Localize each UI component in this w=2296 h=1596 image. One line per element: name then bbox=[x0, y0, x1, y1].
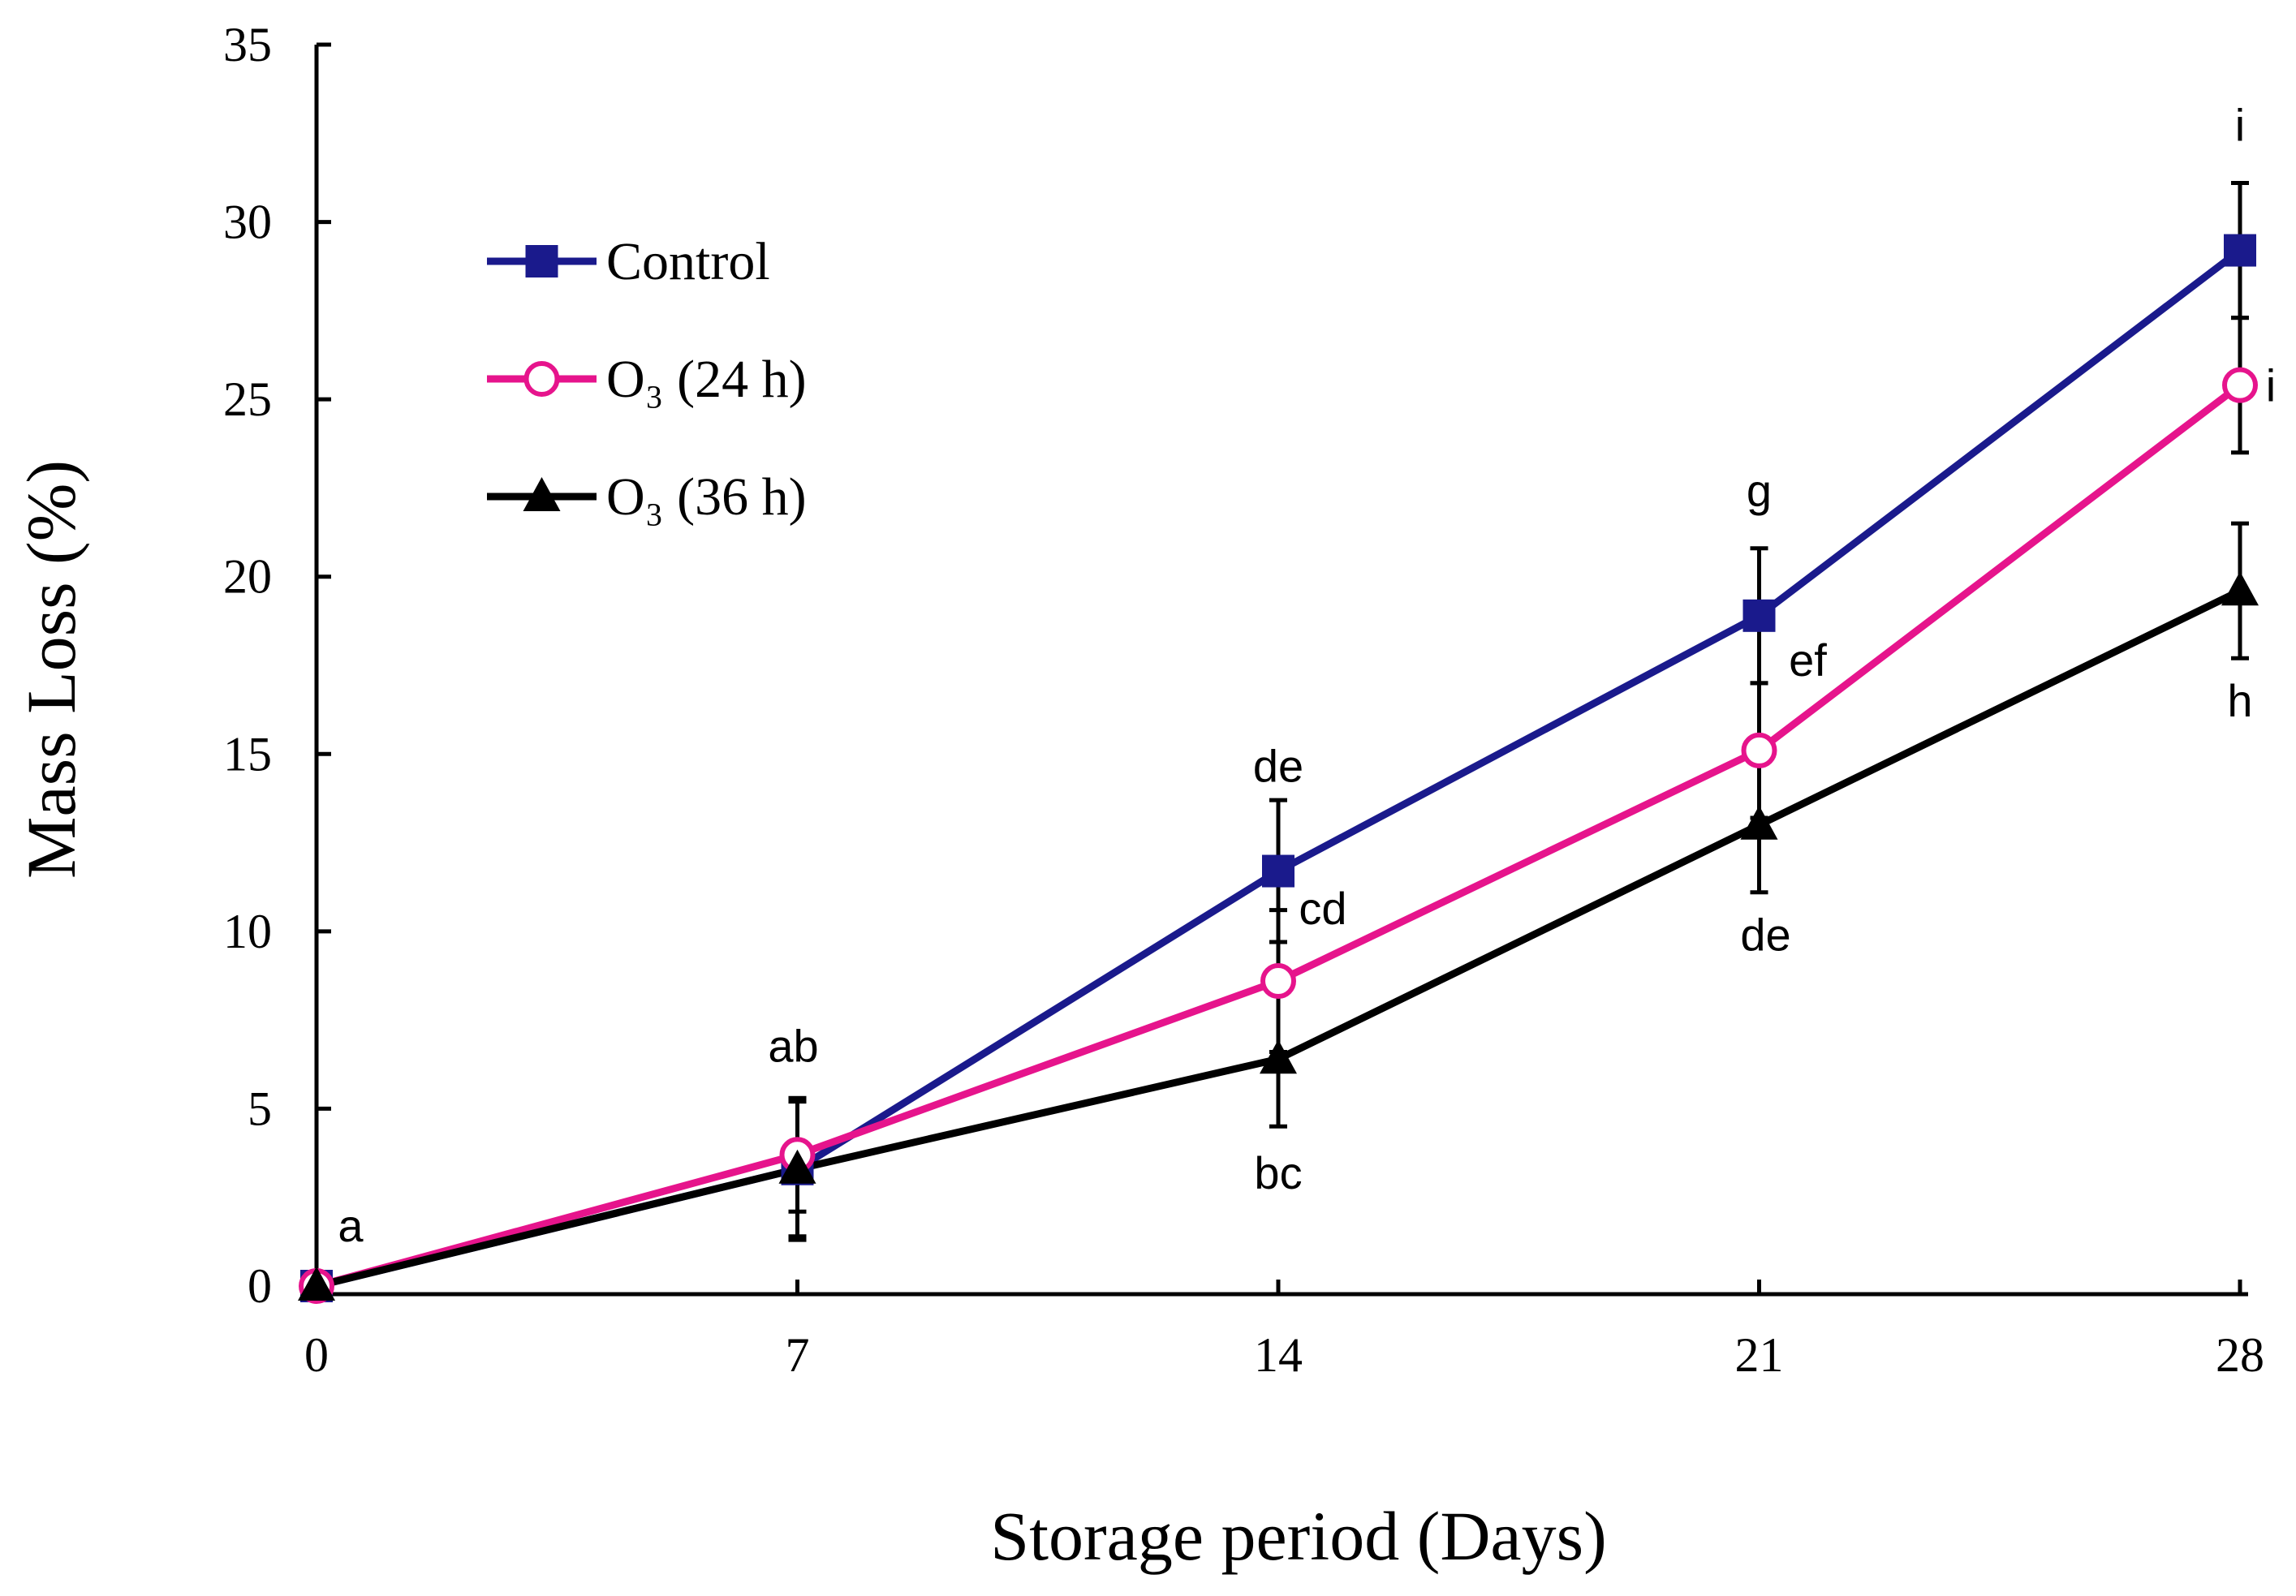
y-tick-label: 5 bbox=[248, 1082, 272, 1135]
data-point-2 bbox=[298, 1267, 335, 1301]
data-point-2 bbox=[1740, 805, 1778, 840]
x-tick-label: 21 bbox=[1735, 1328, 1784, 1382]
y-axis-title: Mass Loss (%) bbox=[12, 460, 90, 879]
legend-marker-1 bbox=[523, 361, 560, 397]
data-point-1 bbox=[1741, 732, 1777, 768]
legend-label-1: O₃ (24 h) bbox=[606, 350, 807, 409]
x-tick-label: 28 bbox=[2216, 1328, 2264, 1382]
y-tick-label: 30 bbox=[223, 196, 272, 249]
data-point-1 bbox=[2222, 367, 2258, 403]
significance-label: cd bbox=[1299, 883, 1346, 934]
y-tick-label: 35 bbox=[223, 18, 272, 71]
x-tick-label: 0 bbox=[304, 1328, 329, 1382]
significance-label: i bbox=[2235, 100, 2245, 151]
data-point-2 bbox=[778, 1149, 816, 1184]
legend-marker-0 bbox=[525, 245, 558, 277]
significance-label: g bbox=[1747, 465, 1772, 516]
data-point-1 bbox=[1260, 963, 1296, 1000]
legend-label-0: Control bbox=[606, 232, 770, 291]
significance-label: ab bbox=[768, 1020, 818, 1071]
y-tick-label: 10 bbox=[223, 905, 272, 958]
x-tick-label: 7 bbox=[786, 1328, 810, 1382]
data-point-2 bbox=[2221, 571, 2259, 606]
legend-marker-2 bbox=[523, 477, 561, 511]
significance-label: a bbox=[338, 1200, 364, 1251]
data-point-0 bbox=[1262, 854, 1294, 888]
x-axis-title: Storage period (Days) bbox=[990, 1497, 1606, 1575]
y-tick-label: 15 bbox=[223, 727, 272, 781]
x-tick-label: 14 bbox=[1254, 1328, 1303, 1382]
y-tick-label: 0 bbox=[248, 1259, 272, 1313]
significance-label: ef bbox=[1789, 635, 1827, 686]
data-point-0 bbox=[1742, 599, 1776, 632]
axes bbox=[314, 45, 2248, 1297]
significance-label: de bbox=[1253, 741, 1303, 792]
significance-label: de bbox=[1740, 910, 1790, 961]
y-tick-label: 20 bbox=[223, 550, 272, 604]
data-point-0 bbox=[2224, 234, 2256, 267]
data-point-2 bbox=[1260, 1039, 1297, 1074]
significance-label: h bbox=[2227, 675, 2252, 726]
significance-label: i bbox=[2266, 360, 2276, 411]
legend-label-2: O₃ (36 h) bbox=[606, 467, 807, 527]
y-tick-label: 25 bbox=[223, 372, 272, 426]
legend: Control O₃ (24 h) O₃ (36 h) bbox=[487, 232, 807, 527]
significance-label: bc bbox=[1254, 1147, 1302, 1198]
